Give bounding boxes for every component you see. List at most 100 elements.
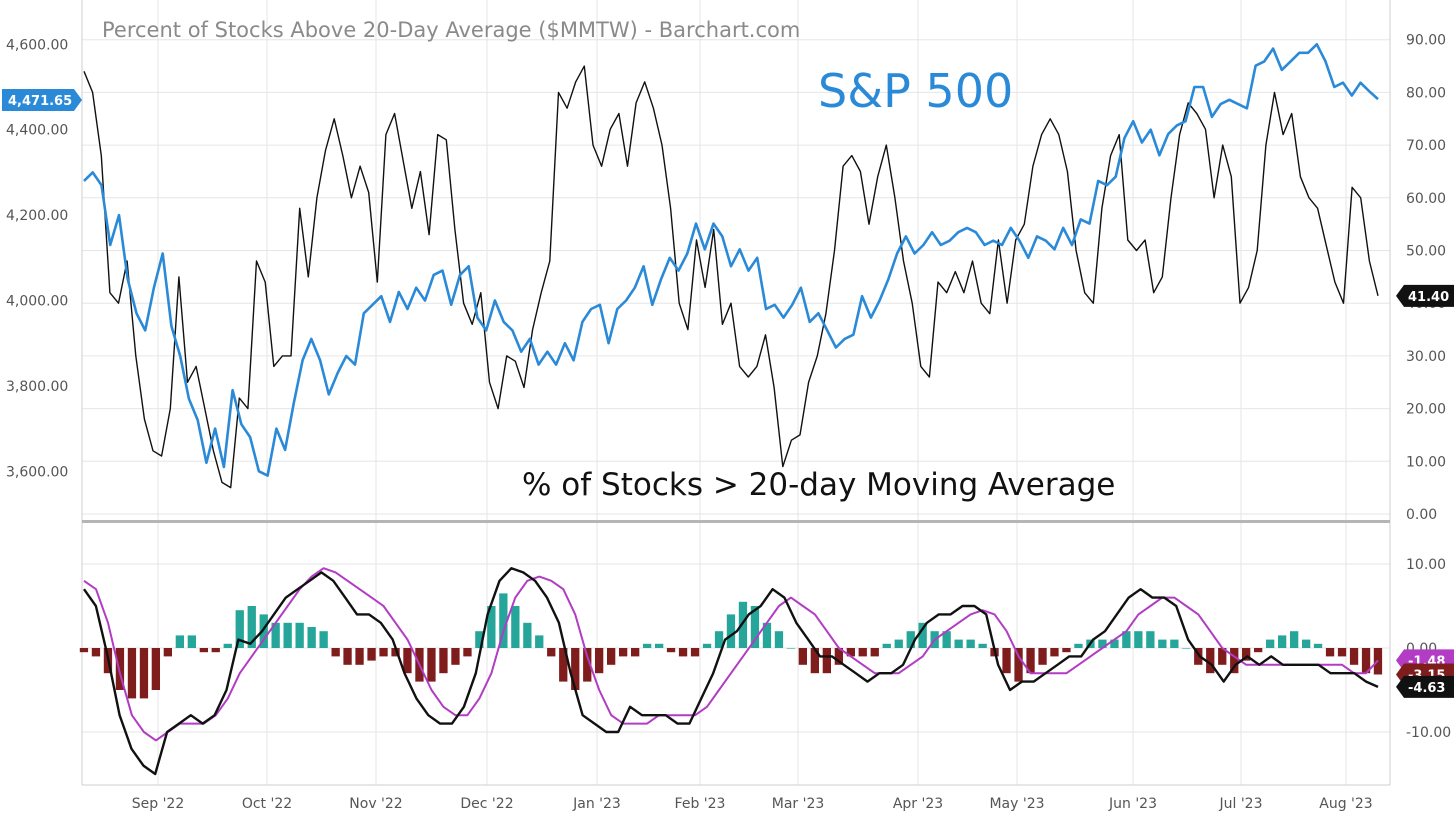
x-tick-label: Feb '23 — [675, 796, 726, 812]
histogram-bar — [834, 648, 843, 665]
histogram-bar — [1182, 648, 1191, 649]
histogram-bar — [1278, 635, 1287, 648]
histogram-bar — [91, 648, 101, 657]
histogram-bar — [595, 648, 604, 674]
x-tick-label: Dec '22 — [460, 796, 513, 812]
histogram-bar — [391, 648, 400, 657]
histogram-bar — [547, 648, 556, 657]
histogram-bar — [846, 648, 855, 657]
tick-labels: Sep '22 Oct '22 Nov '22 Dec '22 Jan '23 Feb '… — [6, 33, 1451, 812]
histogram-bar — [127, 648, 137, 699]
x-tick-label: May '23 — [989, 796, 1044, 812]
histogram-bar — [1302, 639, 1311, 648]
histogram-bar — [1218, 648, 1227, 665]
y-right-tick-label: 70.00 — [1406, 138, 1446, 154]
histogram-bar — [1050, 648, 1059, 657]
histogram-bar — [583, 648, 592, 682]
y-right-tick-label: 0.00 — [1406, 507, 1437, 523]
histogram-bar — [607, 648, 616, 665]
x-tick-label: Aug '23 — [1319, 796, 1372, 812]
pct-above-ma-line — [83, 65, 1379, 489]
x-tick-label: Jan '23 — [572, 796, 621, 812]
histogram-bar — [535, 635, 544, 648]
histogram-bar — [487, 606, 496, 648]
x-tick-label: Jun '23 — [1108, 796, 1157, 812]
histogram-bar — [367, 648, 376, 661]
histogram-bar — [858, 648, 867, 657]
macd-line — [83, 567, 1379, 776]
histogram-bar — [918, 622, 927, 648]
histogram-bar — [1014, 648, 1023, 682]
histogram-bar — [403, 648, 412, 674]
histogram-bar — [1325, 648, 1335, 657]
histogram-bar — [187, 635, 196, 648]
histogram-bar — [343, 648, 352, 665]
histogram-bar — [427, 648, 436, 682]
y-right-tick-label: 50.00 — [1406, 244, 1446, 260]
histogram-bar — [199, 648, 208, 653]
histogram-bar — [655, 643, 664, 648]
sp500-last-value-badge: 4,471.65 — [8, 94, 72, 109]
histogram-bar — [523, 622, 532, 648]
histogram-bar — [1242, 648, 1251, 661]
histogram-bar — [1062, 648, 1071, 653]
histogram-bar — [355, 648, 364, 665]
histogram-bar — [786, 648, 796, 649]
histogram-bar — [1002, 648, 1011, 674]
histogram-bar — [175, 635, 184, 648]
histogram-bar — [1337, 648, 1347, 657]
signal-line — [83, 567, 1379, 742]
histogram-bar — [247, 606, 256, 648]
y-left-tick-label: 3,600.00 — [6, 464, 68, 480]
histogram-bar — [678, 648, 688, 657]
x-tick-label: Apr '23 — [893, 796, 943, 812]
histogram-bar — [211, 648, 220, 653]
histogram-bar — [726, 614, 736, 648]
histogram-bar — [882, 643, 891, 648]
histogram-bar — [283, 622, 292, 648]
histogram-bar — [1254, 648, 1263, 653]
y-right-tick-label: 80.00 — [1406, 85, 1446, 101]
histogram-bar — [822, 648, 831, 674]
histogram-bar — [223, 643, 232, 648]
histogram-bar — [894, 639, 903, 648]
histogram-bar — [954, 639, 963, 648]
sp500-last-value-badge-shape — [2, 89, 82, 111]
histogram-bar — [810, 648, 819, 674]
histogram-bar — [666, 648, 676, 653]
histogram-bar — [798, 648, 807, 665]
annotation-pct-above-ma: % of Stocks > 20-day Moving Average — [522, 467, 1115, 503]
y-left-tick-label: 4,200.00 — [6, 208, 68, 224]
y-right-tick-label: 90.00 — [1406, 33, 1446, 49]
histogram-bar — [451, 648, 460, 665]
pct-last-value-badge-shape — [1396, 284, 1454, 307]
x-tick-label: Mar '23 — [772, 796, 825, 812]
histogram-bar — [631, 648, 640, 657]
histogram-bar — [702, 643, 712, 648]
grid — [82, 0, 1390, 785]
histogram-bar — [1170, 639, 1179, 648]
histogram-bar — [1194, 648, 1203, 665]
histogram-bar — [259, 614, 268, 648]
histogram-bar — [714, 631, 724, 648]
histogram-bar — [79, 648, 89, 653]
annotation-sp500: S&P 500 — [818, 64, 1013, 118]
histogram-bar — [319, 631, 328, 648]
macd-last-value-badge: -4.63 — [1408, 681, 1445, 696]
y-right-tick-label: 60.00 — [1406, 191, 1446, 207]
histogram-bar — [1146, 631, 1155, 648]
histogram-bar — [163, 648, 172, 657]
y-right-tick-label: 30.00 — [1406, 349, 1446, 365]
histogram-bar — [235, 610, 244, 648]
histogram-bar — [1313, 643, 1323, 648]
histogram-bar — [139, 648, 149, 699]
histogram-bar — [151, 648, 160, 690]
y-right-tick-label: 10.00 — [1406, 454, 1446, 470]
histogram-bar — [1026, 648, 1035, 674]
histogram-bar — [1074, 643, 1083, 648]
histogram-bar — [906, 631, 915, 648]
histogram-bar — [463, 648, 472, 657]
histogram-bar — [1230, 648, 1239, 674]
